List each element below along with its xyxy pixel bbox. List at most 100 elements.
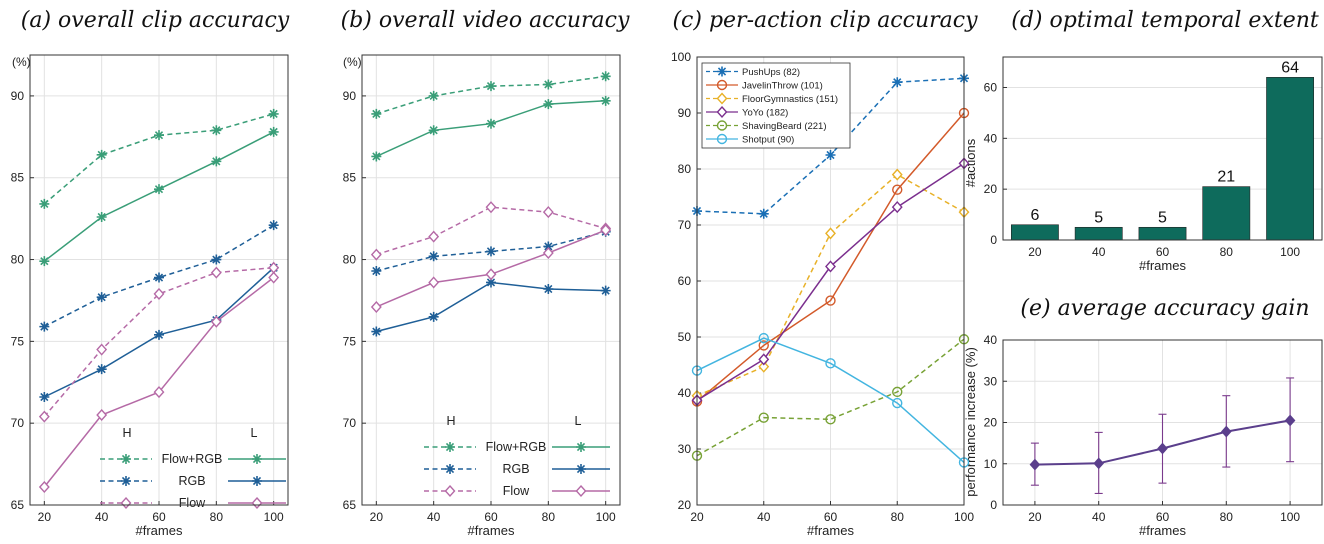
panel-b-ytick: 65 (343, 498, 357, 512)
panel-c-series-5-point (825, 358, 836, 369)
panel-b-xlabel: #frames (468, 523, 515, 538)
panel-b-series-0-point (600, 71, 611, 82)
panel-c-legend-marker (716, 133, 728, 145)
panel-c-legend-label: PushUps (82) (742, 67, 800, 78)
panel-e-frame (1002, 339, 1323, 506)
panel-c-series-1-line (696, 112, 965, 402)
panel-a-ytick: 80 (11, 253, 25, 267)
panel-e-series (1029, 377, 1296, 495)
panel-c-frame (696, 56, 965, 506)
panel-d-xtick: 60 (1156, 245, 1170, 259)
panel-c-legend-marker (716, 105, 728, 119)
panel-a-series-4-point (96, 343, 108, 356)
panel-e-xtick: 60 (1156, 510, 1170, 524)
panel-e: (e) average accuracy gain performance in… (963, 296, 1310, 497)
panel-a-ylabel: (%) (12, 55, 31, 69)
panel-a-xtick: 40 (95, 510, 109, 524)
panel-c-series-3-point (825, 260, 836, 273)
panel-a-ytick: 65 (11, 498, 25, 512)
panel-b-series-3-point (543, 284, 554, 294)
panel-b-legend-marker-l (576, 464, 586, 474)
panel-b-series-4-point (428, 230, 440, 243)
panel-e-xtick: 80 (1220, 510, 1234, 524)
panel-c-xlabel: #frames (807, 523, 854, 538)
panel-a-series-1-point (268, 126, 279, 137)
panel-c-series-4-line (696, 338, 965, 457)
panel-a-series-1-point (39, 256, 50, 267)
panel-e-point (1093, 457, 1105, 470)
panel-e-ylabel: performance increase (%) (963, 347, 978, 497)
panel-b-series-4-point (370, 248, 382, 261)
panel-b-legend-header-l: L (575, 414, 582, 428)
panel-d-bar-label: 5 (1094, 209, 1103, 226)
panel-b-ytick: 80 (343, 253, 357, 267)
panel-a-series-5-point (38, 480, 50, 494)
panel-c-legend-label: YoYo (182) (742, 108, 788, 119)
panel-a-series-2-line (43, 224, 275, 328)
panel-b-legend-marker-h (445, 442, 455, 452)
panel-d-xtick: 20 (1028, 245, 1042, 259)
panel-b-ytick: 70 (343, 416, 357, 430)
panel-b-series-2-point (428, 251, 439, 262)
panel-c-series-3-point (758, 353, 770, 366)
panel-d-frame (1002, 56, 1323, 241)
panel-c-title: (c) per-action clip accuracy (672, 8, 978, 33)
panel-b-series-5-point (370, 300, 382, 314)
panel-c-ytick: 30 (678, 442, 692, 456)
panel-b-xtick: 20 (370, 510, 384, 524)
panel-b-series-1-point (428, 125, 439, 136)
panel-b-legend-header-h: H (446, 414, 455, 428)
panel-d-bar-label: 64 (1281, 59, 1299, 76)
panel-a-series-4-point (210, 266, 222, 279)
panel-a: (a) overall clip accuracy (%) (12, 8, 290, 69)
panel-a-series-5-point (210, 315, 222, 328)
panel-b-frame (361, 54, 621, 506)
panel-c-series-3-point (891, 201, 903, 214)
panel-a-frame (29, 54, 289, 506)
panel-c-ytick: 50 (678, 330, 692, 344)
panel-a-series-2-point (154, 272, 164, 283)
panel-a-legend-label: Flow+RGB (162, 452, 223, 466)
panel-a-xtick: 60 (152, 510, 166, 524)
panel-d-bar (1138, 226, 1187, 241)
panel-a-series-5-point (268, 271, 280, 284)
panel-d-bar-label: 21 (1217, 169, 1235, 186)
panel-b-legend-marker-l (576, 442, 586, 452)
panel-b-series-5-point (542, 246, 554, 260)
panel-d-ytick: 20 (984, 182, 998, 196)
panel-d-xtick: 80 (1220, 245, 1234, 259)
panel-d-bar (1074, 226, 1123, 241)
panel-c-series-2-point (891, 168, 903, 181)
panel-c-xtick: 20 (690, 510, 704, 524)
panel-a-series-4-point (153, 287, 165, 300)
panel-d-ytick: 60 (984, 81, 998, 95)
panel-c-series-5-line (696, 337, 965, 463)
panel-a-ytick: 90 (11, 89, 25, 103)
panel-b-xtick: 100 (596, 510, 616, 524)
panel-a-series-2-point (268, 220, 279, 231)
panel-c-series-0-point (825, 150, 836, 160)
panel-b-series-0-point (371, 108, 382, 119)
panel-a-legend-label: RGB (178, 474, 205, 488)
panel-a-legend-marker-l (252, 454, 262, 464)
panel-d-xtick: 100 (1280, 245, 1300, 259)
panel-b-ylabel: (%) (343, 55, 362, 69)
panel-b-series-3-point (428, 311, 439, 322)
panel-c-legend-box (701, 62, 851, 149)
panel-e-xtick: 20 (1028, 510, 1042, 524)
panel-b-series-2-point (371, 266, 382, 276)
panel-c-ytick: 60 (678, 274, 692, 288)
panel-e-xlabel: #frames (1139, 523, 1186, 538)
panel-e-point (1284, 414, 1296, 427)
panel-c-xtick: 80 (891, 510, 905, 524)
panel-d-plot: 0 20 40 60 20 40 60 80 100 #frames 6 5 5 21 64 (984, 56, 1323, 273)
panel-b-legend-marker-l (575, 484, 587, 498)
panel-c-legend-label: FloorGymnastics (151) (742, 94, 838, 105)
panel-b-xtick: 60 (484, 510, 498, 524)
panel-a-ytick: 75 (11, 334, 25, 348)
panel-e-ytick: 20 (984, 416, 998, 430)
panel-a-series-4-point (38, 410, 50, 423)
panel-a-series-0-point (211, 125, 222, 136)
panel-a-series-4-line (43, 266, 274, 418)
